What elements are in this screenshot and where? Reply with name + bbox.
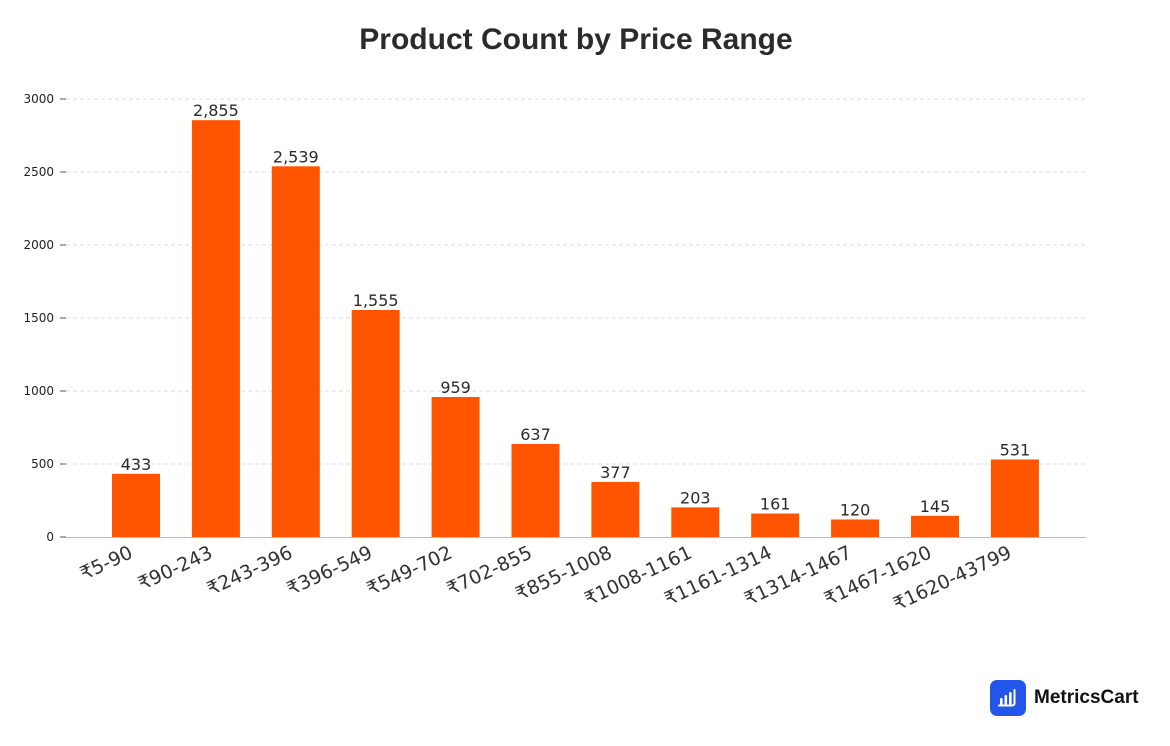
bar [191,120,240,538]
bar [831,519,880,537]
x-tick-label: ₹549-702 [364,542,456,601]
bars [112,120,1039,538]
bar [591,481,640,537]
y-tick-label: 500 [31,457,54,471]
chart-title: Product Count by Price Range [359,23,792,56]
bar [751,513,800,537]
bar [431,396,480,537]
bar [511,443,560,537]
x-axis-ticks: ₹5-90₹90-243₹243-396₹396-549₹549-702₹702… [77,542,1015,616]
data-label: 2,855 [193,101,239,120]
brand-name: MetricsCart [1034,687,1139,708]
y-tick-label: 3000 [23,92,54,106]
data-labels: 433 2,855 2,539 1,555 959 637 377 203 161 120 145 5… [121,101,1030,519]
data-label: 1,555 [353,291,399,310]
bar [911,515,959,537]
bar [112,473,160,537]
y-tick-label: 0 [46,530,54,544]
bar [271,166,320,537]
x-tick-label: ₹5-90 [77,542,136,585]
y-axis-ticks: 0 500 1000 1500 2000 2500 3000 [23,92,66,544]
x-tick-label: ₹90-243 [135,542,216,595]
bar [351,309,400,537]
bar [671,507,720,537]
data-label: 161 [760,494,791,513]
y-tick-label: 1500 [23,311,54,325]
x-tick-label: ₹243-396 [204,542,296,601]
data-label: 433 [121,455,152,474]
x-tick-label: ₹396-549 [284,542,376,601]
data-label: 2,539 [273,147,319,166]
data-label: 531 [1000,440,1031,459]
bar [990,459,1039,537]
y-tick-label: 2500 [23,165,54,179]
y-tick-label: 2000 [23,238,54,252]
brand-logo: MetricsCart [990,680,1139,716]
data-label: 959 [440,378,471,397]
data-label: 120 [840,500,871,519]
y-tick-label: 1000 [23,384,54,398]
data-label: 145 [920,497,951,516]
data-label: 203 [680,488,711,507]
data-label: 637 [520,425,551,444]
data-label: 377 [600,463,631,482]
bar-chart-icon [990,680,1026,716]
